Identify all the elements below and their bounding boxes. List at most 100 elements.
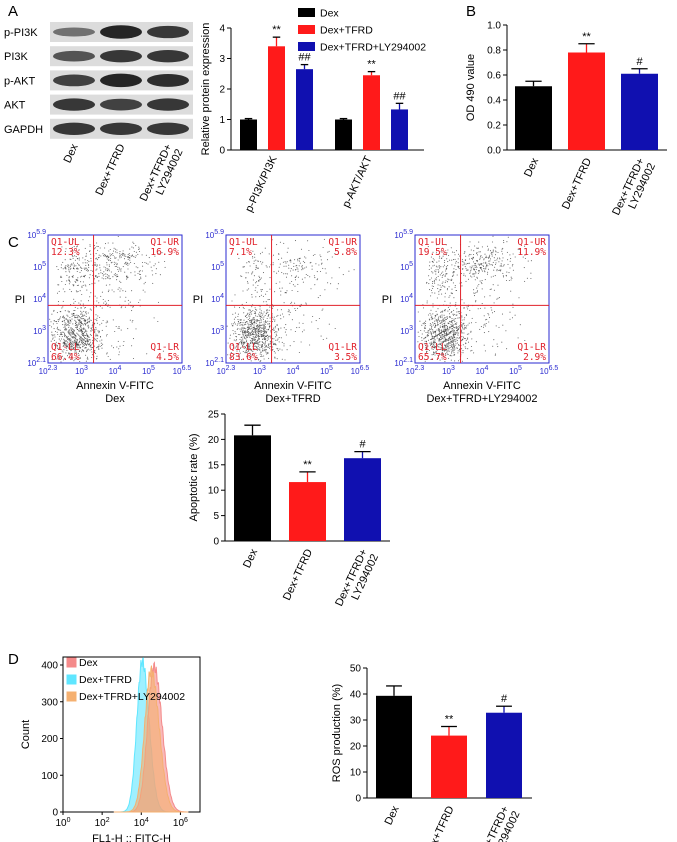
event-dot: [257, 335, 259, 337]
event-dot: [245, 345, 248, 347]
event-dot: [458, 317, 460, 319]
event-dot: [490, 276, 492, 278]
event-dot: [493, 269, 495, 271]
event-dot: [139, 273, 142, 276]
event-dot: [104, 253, 106, 256]
event-dot: [466, 306, 468, 308]
event-dot: [284, 292, 286, 294]
event-dot: [237, 321, 240, 323]
event-dot: [62, 345, 64, 347]
event-dot: [74, 335, 76, 337]
event-dot: [237, 323, 239, 325]
y-axis-label: Count: [20, 720, 32, 749]
event-dot: [247, 336, 249, 339]
event-dot: [453, 329, 455, 331]
event-dot: [425, 320, 427, 322]
event-dot: [76, 326, 79, 328]
event-dot: [446, 316, 448, 318]
event-dot: [297, 290, 299, 293]
event-dot: [440, 311, 442, 313]
event-dot: [445, 270, 447, 272]
event-dot: [261, 345, 264, 347]
event-dot: [262, 318, 264, 321]
event-dot: [72, 256, 74, 258]
event-dot: [480, 256, 482, 258]
event-dot: [65, 329, 67, 331]
event-dot: [124, 271, 126, 273]
event-dot: [75, 279, 77, 281]
event-dot: [70, 331, 72, 333]
event-dot: [250, 353, 252, 355]
event-dot: [73, 347, 75, 349]
event-dot: [261, 355, 263, 357]
event-dot: [247, 335, 250, 337]
event-dot: [109, 358, 111, 360]
event-dot: [283, 327, 285, 329]
quadrant-ur-value: 5.8%: [334, 247, 357, 258]
event-dot: [59, 310, 61, 313]
event-dot: [491, 263, 493, 266]
event-dot: [487, 313, 489, 315]
event-dot: [103, 266, 105, 268]
event-dot: [491, 251, 493, 253]
event-dot: [89, 274, 91, 276]
event-dot: [438, 339, 440, 341]
event-dot: [445, 266, 447, 268]
event-dot: [281, 257, 283, 259]
event-dot: [462, 264, 464, 266]
event-dot: [263, 323, 265, 325]
event-dot: [83, 315, 85, 317]
quadrant-ll-name: Q1-LL: [51, 342, 80, 353]
event-dot: [249, 315, 251, 317]
event-dot: [264, 320, 267, 322]
event-dot: [244, 322, 246, 324]
event-dot: [69, 343, 71, 345]
event-dot: [99, 267, 101, 269]
event-dot: [279, 281, 281, 283]
event-dot: [334, 253, 336, 255]
event-dot: [280, 318, 282, 320]
event-dot: [467, 269, 469, 271]
event-dot: [60, 275, 62, 277]
event-dot: [254, 338, 256, 340]
event-dot: [107, 269, 109, 271]
event-dot: [443, 326, 445, 328]
event-dot: [84, 341, 86, 343]
event-dot: [451, 320, 453, 322]
event-dot: [83, 310, 85, 312]
event-dot: [108, 276, 110, 278]
quadrant-ul-name: Q1-UL: [51, 237, 80, 248]
event-dot: [256, 340, 258, 342]
event-dot: [457, 266, 460, 268]
event-dot: [67, 320, 69, 322]
event-dot: [444, 292, 446, 294]
event-dot: [80, 267, 82, 269]
event-dot: [336, 288, 338, 290]
event-dot: [298, 322, 300, 324]
x-tick-label: 100: [55, 817, 70, 829]
event-dot: [76, 340, 78, 342]
event-dot: [86, 339, 88, 341]
bar: [344, 458, 381, 541]
event-dot: [441, 353, 443, 355]
event-dot: [450, 335, 452, 337]
event-dot: [70, 346, 72, 348]
event-dot: [104, 300, 106, 302]
event-dot: [70, 344, 72, 346]
event-dot: [69, 268, 71, 270]
event-dot: [293, 265, 295, 267]
event-dot: [326, 337, 328, 339]
event-dot: [453, 342, 455, 344]
event-dot: [269, 335, 271, 337]
event-dot: [494, 254, 497, 256]
event-dot: [454, 347, 456, 349]
event-dot: [422, 307, 425, 309]
event-dot: [73, 246, 75, 248]
event-dot: [441, 350, 443, 352]
event-dot: [432, 272, 434, 274]
event-dot: [425, 331, 427, 334]
event-dot: [234, 312, 236, 314]
event-dot: [66, 349, 68, 351]
event-dot: [96, 337, 98, 340]
